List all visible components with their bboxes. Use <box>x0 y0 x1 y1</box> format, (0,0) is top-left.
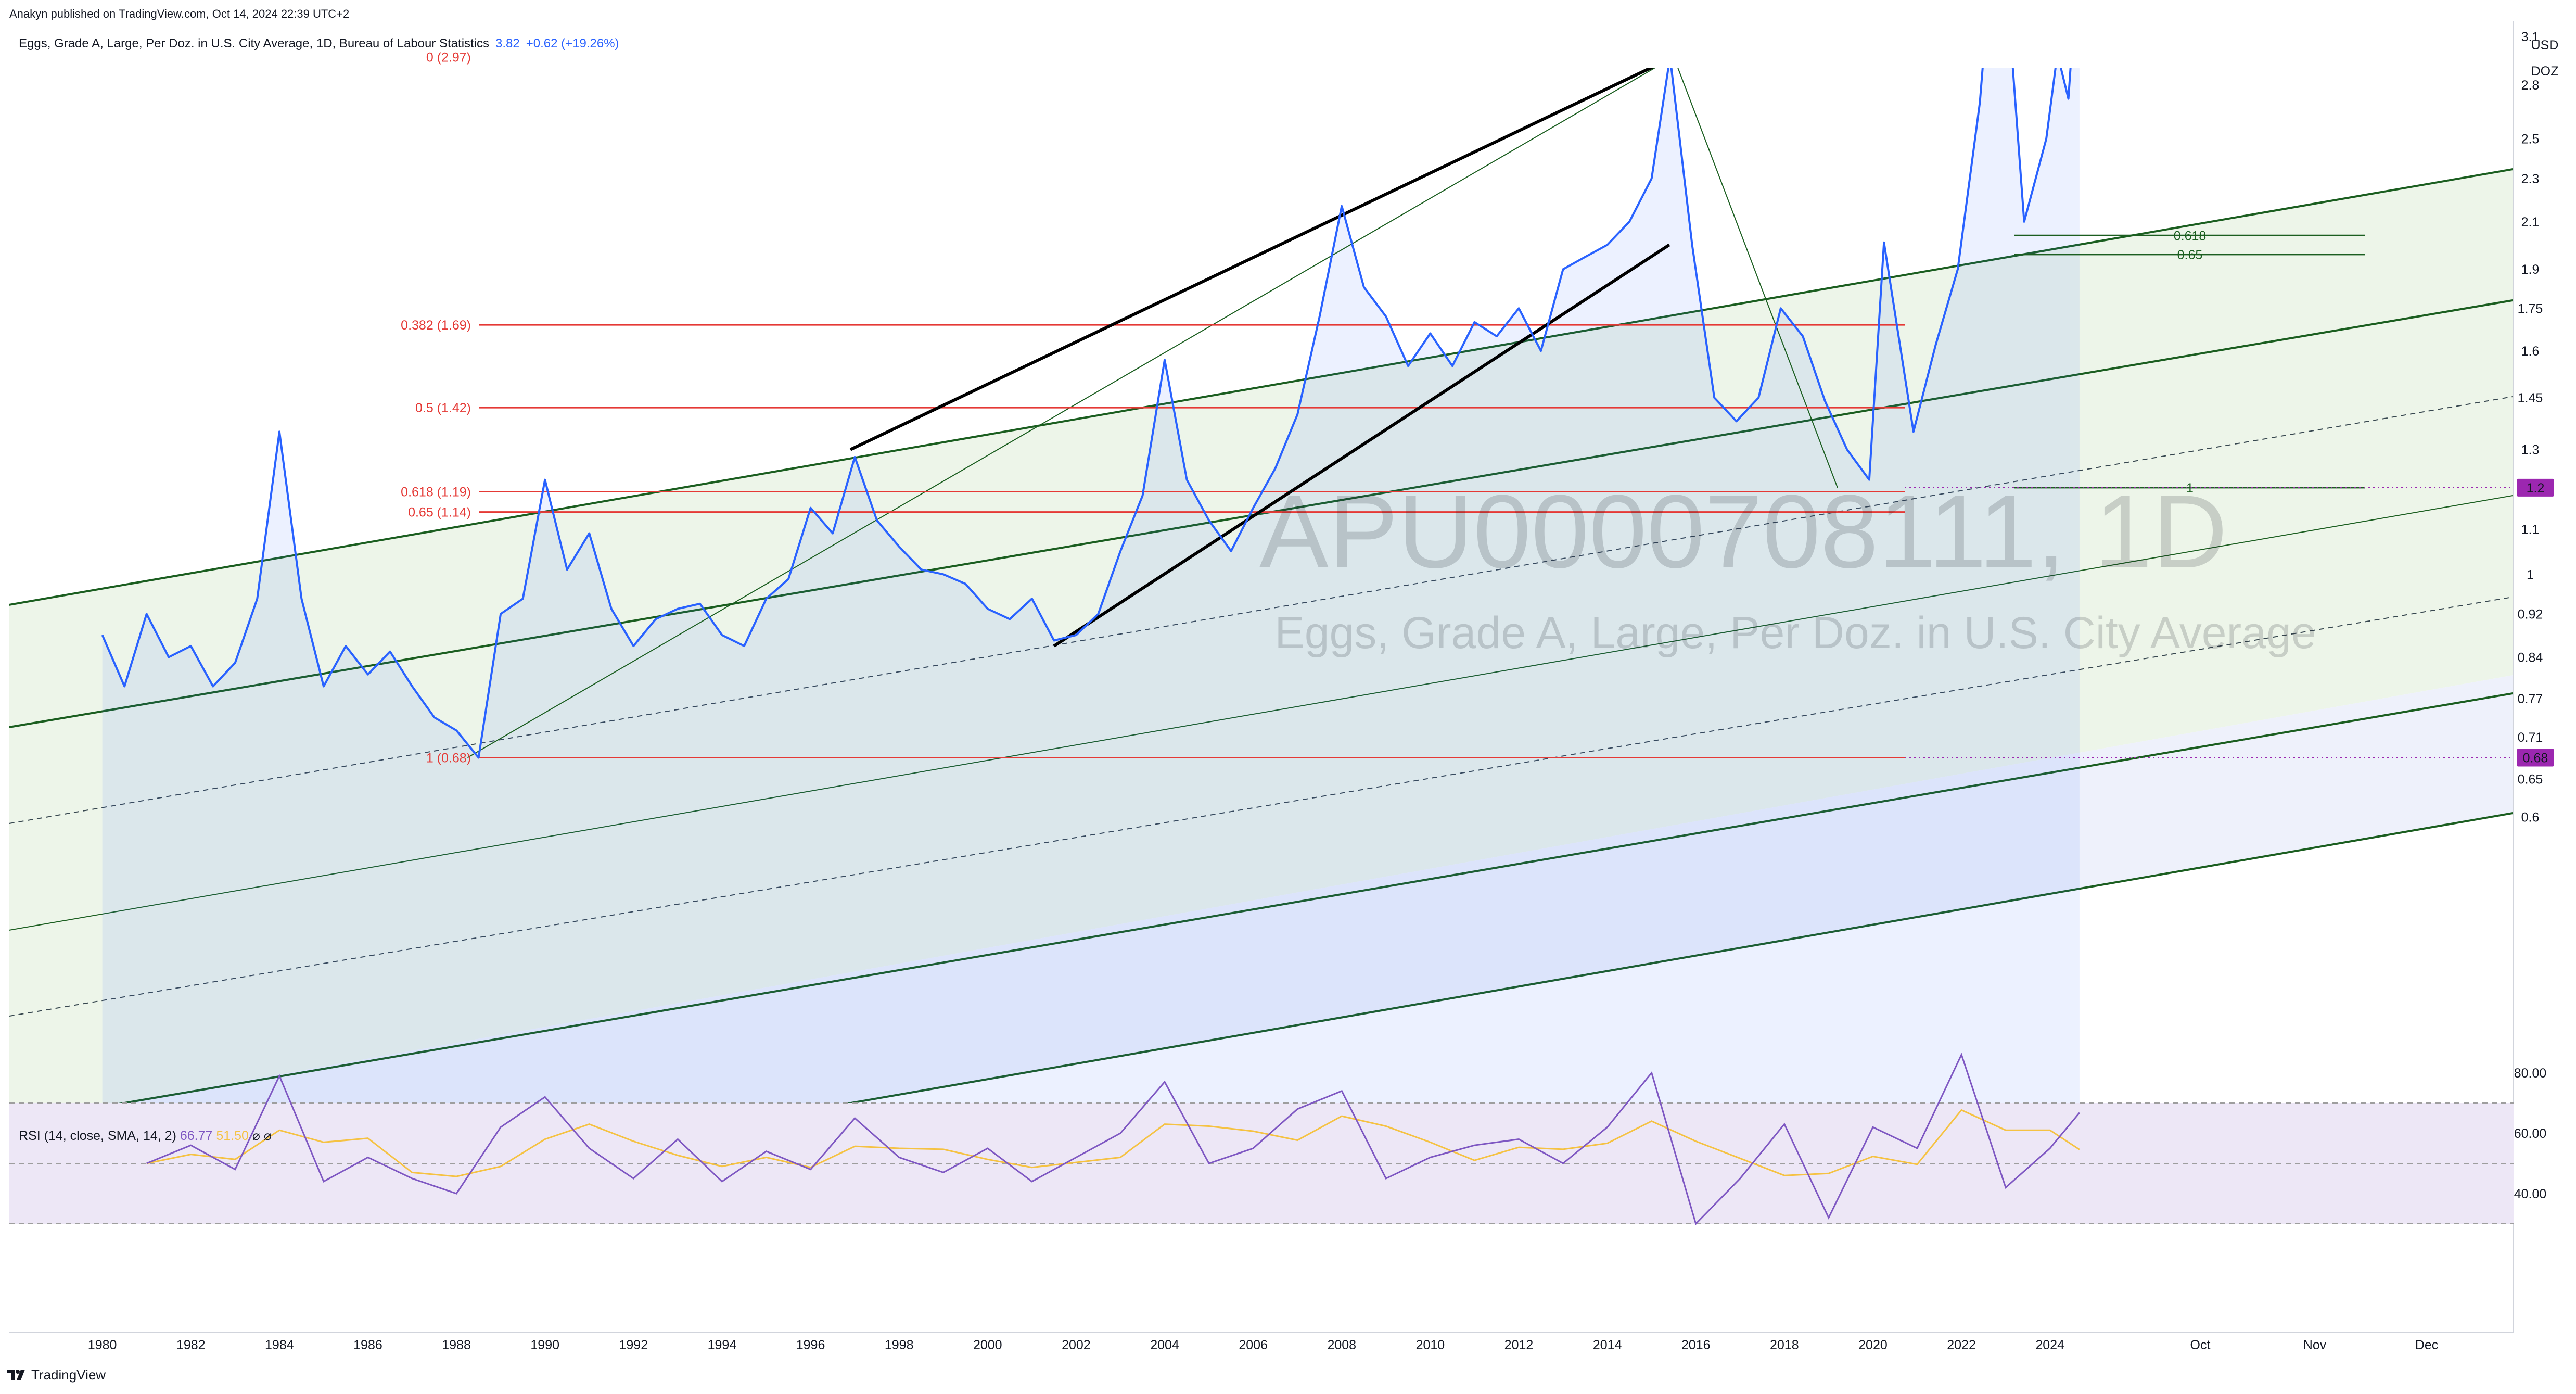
fib-red-label-1: 0 (2.97) <box>426 50 471 65</box>
price-tick-24: 0.65 <box>2518 772 2543 787</box>
watermark-symbol: APU0000708111, 1D <box>1259 474 2228 590</box>
price-tick-10: 2.5 <box>2521 132 2540 147</box>
rsi-value: 66.77 <box>180 1129 216 1143</box>
fib-red-label-5: 0.65 (1.14) <box>408 505 471 520</box>
badge-value-2: 0.68 <box>2523 751 2548 765</box>
symbol-legend: Eggs, Grade A, Large, Per Doz. in U.S. C… <box>19 36 619 51</box>
rsi-tick-2: 40.00 <box>2514 1187 2547 1201</box>
price-tick-11: 2.3 <box>2521 172 2540 186</box>
tradingview-footer: TradingView <box>7 1367 106 1383</box>
channel-upper-line <box>9 168 2514 606</box>
price-tick-7: 3.4 <box>2521 0 2540 1</box>
badge-value-bg-2 <box>2517 749 2554 767</box>
time-tick-7: 1994 <box>708 1338 737 1352</box>
price-tick-25: 0.6 <box>2521 810 2540 825</box>
time-tick-9: 1998 <box>885 1338 914 1352</box>
wedge-lower-line <box>1053 243 1670 648</box>
fib-red-label-4: 0.618 (1.19) <box>401 485 471 499</box>
legend-value: 3.82 <box>495 36 520 50</box>
fib-green-label-3: 0.65 <box>2177 248 2203 262</box>
time-tick-16: 2012 <box>1504 1338 1534 1352</box>
rsi-line <box>146 1053 2081 1225</box>
wedge-upper-line <box>849 68 1655 451</box>
price-line <box>101 68 2072 759</box>
badge-value-1: 1.2 <box>2527 481 2545 496</box>
watermark-description: Eggs, Grade A, Large, Per Doz. in U.S. C… <box>1274 608 2316 658</box>
price-tick-13: 1.9 <box>2521 262 2540 277</box>
time-tick-20: 2020 <box>1858 1338 1888 1352</box>
time-tick-17: 2014 <box>1593 1338 1622 1352</box>
price-tick-16: 1.45 <box>2518 391 2543 405</box>
rsi-tick-0: 80.00 <box>2514 1066 2547 1081</box>
price-area <box>102 68 2080 1119</box>
price-tick-22: 0.77 <box>2518 692 2543 706</box>
rsi-tick-1: 60.00 <box>2514 1126 2547 1141</box>
lower-channel-fill <box>29 675 2514 1119</box>
price-tick-21: 0.84 <box>2518 651 2543 665</box>
legend-title: Eggs, Grade A, Large, Per Doz. in U.S. C… <box>19 36 490 50</box>
axis-unit: DOZ <box>2531 64 2559 79</box>
time-tick-18: 2016 <box>1681 1338 1711 1352</box>
fib-red-label-2: 0.382 (1.69) <box>401 318 471 333</box>
time-tick-2: 1984 <box>265 1338 294 1352</box>
drawing-layer <box>9 68 2514 1119</box>
time-tick-13: 2006 <box>1239 1338 1268 1352</box>
channel-dashed-upper <box>9 396 2514 824</box>
time-tick-19: 2018 <box>1770 1338 1799 1352</box>
time-tick-10: 2000 <box>973 1338 1002 1352</box>
badge-value-bg-1 <box>2517 478 2554 497</box>
publisher-info: Anakyn published on TradingView.com, Oct… <box>9 7 350 20</box>
fib-green-label-2: 0.618 <box>2174 229 2207 243</box>
price-tick-23: 0.71 <box>2518 730 2543 745</box>
time-tick-24: Nov <box>2303 1338 2327 1352</box>
rsi-legend: RSI (14, close, SMA, 14, 2) 66.77 51.50 … <box>19 1129 272 1143</box>
time-tick-12: 2004 <box>1150 1338 1179 1352</box>
time-tick-4: 1988 <box>442 1338 471 1352</box>
channel-dashed-lower <box>9 596 2514 1017</box>
price-tick-20: 0.92 <box>2518 607 2543 622</box>
footer-brand: TradingView <box>31 1367 106 1383</box>
channel-mid-thin-line <box>9 495 2514 931</box>
tradingview-logo-icon <box>7 1369 25 1380</box>
time-tick-8: 1996 <box>796 1338 825 1352</box>
channel-lower-line <box>24 692 2514 1119</box>
time-tick-25: Dec <box>2415 1338 2438 1352</box>
rsi-sma-value: 51.50 <box>216 1129 252 1143</box>
fib-green-label-4: 1 <box>2186 481 2194 496</box>
fib-red-label-3: 0.5 (1.42) <box>415 401 471 415</box>
time-tick-11: 2002 <box>1062 1338 1091 1352</box>
axis-currency: USD <box>2531 38 2559 53</box>
fib-red-label-6: 1 (0.68) <box>426 751 471 765</box>
channel-median-line <box>9 299 2514 728</box>
price-tick-17: 1.3 <box>2521 443 2540 458</box>
time-tick-6: 1992 <box>619 1338 648 1352</box>
price-tick-9: 2.8 <box>2521 78 2540 93</box>
time-tick-1: 1982 <box>176 1338 206 1352</box>
rsi-icons: ⌀ ⌀ <box>252 1129 272 1143</box>
time-tick-14: 2008 <box>1327 1338 1356 1352</box>
price-tick-12: 2.1 <box>2521 215 2540 230</box>
time-tick-22: 2024 <box>2035 1338 2064 1352</box>
time-tick-21: 2022 <box>1947 1338 1976 1352</box>
price-tick-19: 1 <box>2527 567 2534 582</box>
channel-bottom-line <box>752 812 2514 1119</box>
time-tick-5: 1990 <box>530 1338 559 1352</box>
rsi-sma-line <box>146 1109 2080 1177</box>
time-tick-23: Oct <box>2190 1338 2211 1352</box>
legend-change: +0.62 (+19.26%) <box>526 36 619 50</box>
price-tick-18: 1.1 <box>2521 522 2540 537</box>
time-tick-3: 1986 <box>353 1338 382 1352</box>
time-tick-15: 2010 <box>1416 1338 1445 1352</box>
price-tick-15: 1.6 <box>2521 344 2540 359</box>
price-tick-8: 3.1 <box>2521 30 2540 44</box>
price-tick-14: 1.75 <box>2518 301 2543 316</box>
time-tick-0: 1980 <box>88 1338 117 1352</box>
rsi-label: RSI (14, close, SMA, 14, 2) <box>19 1129 180 1143</box>
